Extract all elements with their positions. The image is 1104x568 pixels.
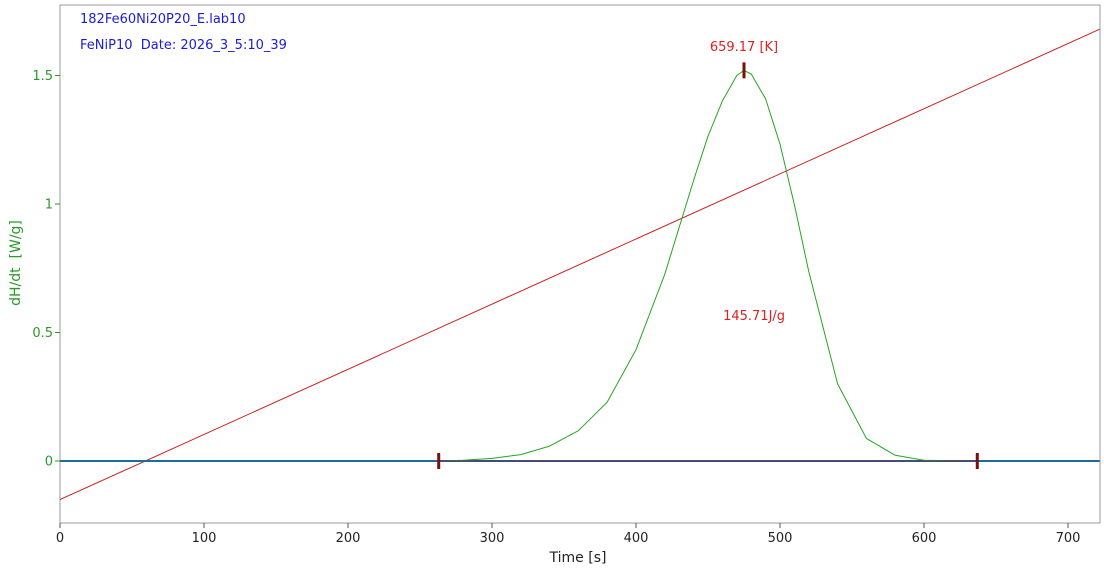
x-tick-label: 200 [336,531,361,546]
y-tick-label: 1 [45,198,53,213]
x-tick-label: 400 [624,531,649,546]
x-axis-ticks: 0 100 200 300 400 500 600 700 [56,523,1081,546]
marker-layer [437,62,979,469]
x-tick-label: 600 [912,531,937,546]
enthalpy-annotation: 145.71J/g [723,309,785,324]
series-layer [60,28,1100,501]
dsc-curve [438,69,978,462]
sample-info-text: FeNiP10 Date: 2026_3_5:10_39 [80,38,287,53]
peak-temperature-annotation: 659.17 [K] [710,40,778,55]
y-tick-label: 1.5 [32,69,53,84]
y-tick-label: 0 [45,455,53,470]
y-axis-ticks: 0 0.5 1 1.5 [32,69,60,470]
x-tick-label: 500 [768,531,793,546]
x-tick-label: 700 [1056,531,1081,546]
x-tick-label: 0 [56,531,64,546]
x-tick-label: 100 [192,531,217,546]
x-axis-title: Time [s] [549,550,607,566]
file-name-text: 182Fe60Ni20P20_E.lab10 [80,12,246,27]
temperature-line [60,28,1100,501]
y-axis-title: dH/dt [W/g] [8,220,24,306]
x-tick-label: 300 [480,531,505,546]
y-tick-label: 0.5 [32,326,53,341]
